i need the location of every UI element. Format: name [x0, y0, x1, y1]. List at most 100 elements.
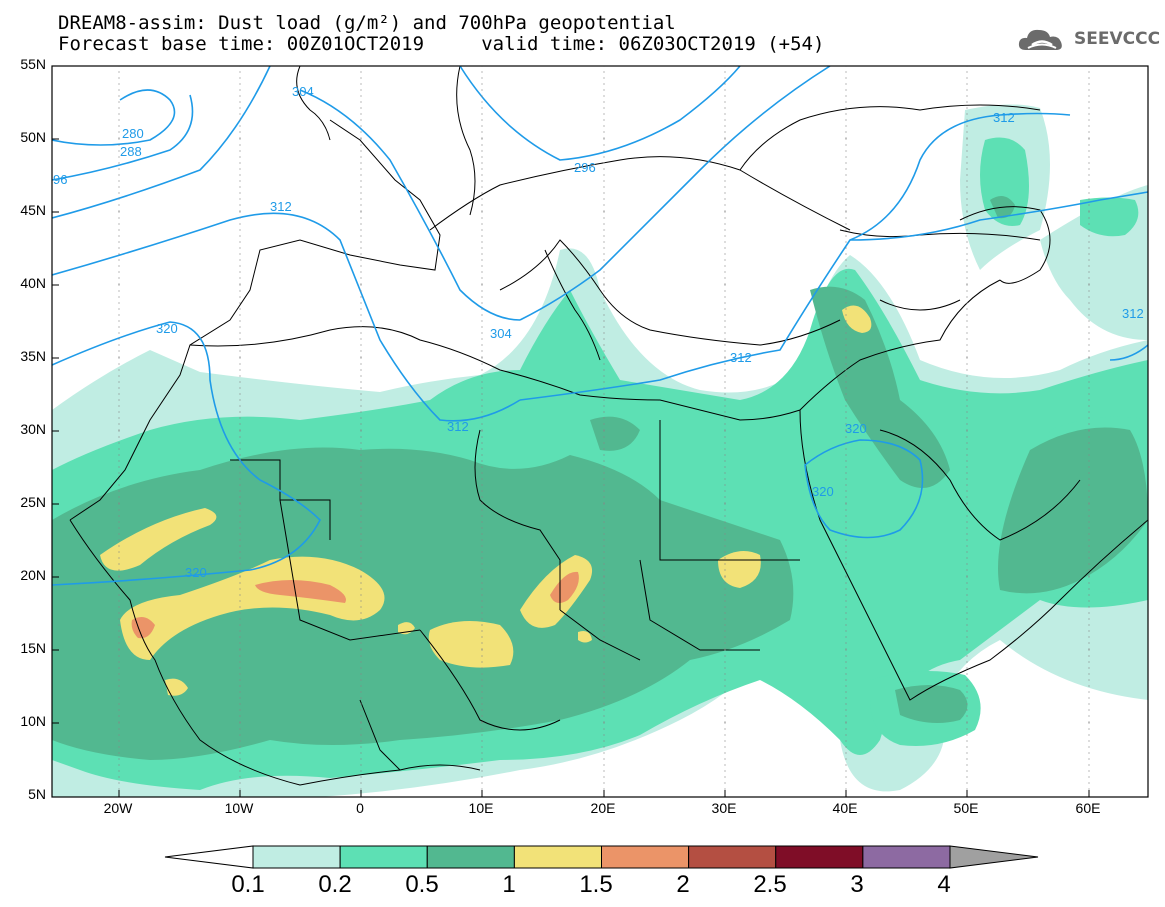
graticule-dot: [1088, 673, 1090, 675]
lat-label: 45N: [20, 202, 46, 218]
graticule-dot: [845, 357, 847, 359]
graticule-dot: [239, 642, 241, 644]
graticule-dot: [239, 722, 241, 724]
graticule-dot: [845, 764, 847, 766]
graticule-dot: [239, 125, 241, 127]
graticule-dot: [360, 649, 362, 651]
graticule-dot: [1088, 557, 1090, 559]
graticule-dot: [724, 393, 726, 395]
graticule-dot: [118, 138, 120, 140]
graticule-dot: [118, 429, 120, 431]
colorbar-swatch: [513, 845, 602, 869]
graticule-dot: [845, 740, 847, 742]
graticule-dot: [118, 326, 120, 328]
graticule-dot: [481, 782, 483, 784]
graticule-dot: [481, 217, 483, 219]
graticule-dot: [966, 612, 968, 614]
graticule-dot: [481, 606, 483, 608]
graticule-dot: [845, 405, 847, 407]
graticule-dot: [360, 241, 362, 243]
graticule-dot: [603, 375, 605, 377]
lon-label: 50E: [953, 800, 979, 816]
graticule-dot: [118, 746, 120, 748]
graticule-dot: [845, 296, 847, 298]
graticule-dot: [845, 198, 847, 200]
graticule-dot: [360, 162, 362, 164]
lat-label: 40N: [20, 275, 46, 291]
graticule-dot: [966, 332, 968, 334]
graticule-dot: [845, 582, 847, 584]
graticule-dot: [481, 758, 483, 760]
graticule-dot: [724, 417, 726, 419]
graticule-dot: [845, 721, 847, 723]
graticule-dot: [724, 217, 726, 219]
graticule-dot: [1088, 496, 1090, 498]
graticule-dot: [603, 186, 605, 188]
graticule-dot: [603, 478, 605, 480]
graticule-dot: [118, 320, 120, 322]
graticule-dot: [966, 241, 968, 243]
graticule-dot: [239, 131, 241, 133]
graticule-dot: [360, 600, 362, 602]
graticule-dot: [1088, 758, 1090, 760]
graticule-dot: [845, 217, 847, 219]
graticule-dot: [360, 576, 362, 578]
graticule-dot: [603, 606, 605, 608]
graticule-dot: [118, 630, 120, 632]
graticule-dot: [239, 661, 241, 663]
graticule-dot: [239, 691, 241, 693]
graticule-dot: [360, 429, 362, 431]
graticule-dot: [239, 71, 241, 73]
graticule-dot: [845, 338, 847, 340]
graticule-dot: [118, 636, 120, 638]
graticule-dot: [481, 417, 483, 419]
graticule-dot: [845, 332, 847, 334]
graticule-dot: [966, 356, 968, 358]
graticule-dot: [724, 174, 726, 176]
graticule-dot: [1088, 484, 1090, 486]
graticule-dot: [724, 259, 726, 261]
graticule-dot: [603, 265, 605, 267]
graticule-dot: [966, 417, 968, 419]
graticule-dot: [603, 502, 605, 504]
graticule-dot: [845, 113, 847, 115]
graticule-dot: [845, 283, 847, 285]
graticule-dot: [845, 247, 847, 249]
graticule-dot: [603, 740, 605, 742]
graticule-dot: [724, 210, 726, 212]
graticule-dot: [118, 728, 120, 730]
graticule-dot: [239, 411, 241, 413]
graticule-dot: [724, 636, 726, 638]
graticule-dot: [239, 217, 241, 219]
graticule-dot: [966, 107, 968, 109]
graticule-dot: [724, 283, 726, 285]
graticule-dot: [118, 302, 120, 304]
graticule-dot: [360, 618, 362, 620]
graticule-dot: [966, 235, 968, 237]
lat-label: 10N: [20, 713, 46, 729]
geopotential-contours: [52, 66, 1148, 586]
graticule-dot: [118, 186, 120, 188]
graticule-dot: [724, 137, 726, 139]
graticule-dot: [845, 411, 847, 413]
graticule-dot: [239, 576, 241, 578]
graticule-dot: [360, 344, 362, 346]
graticule-dot: [239, 350, 241, 352]
graticule-dot: [1088, 502, 1090, 504]
graticule-dot: [603, 271, 605, 273]
graticule-dot: [603, 788, 605, 790]
graticule-dot: [845, 588, 847, 590]
graticule-dot: [603, 217, 605, 219]
graticule-dot: [481, 545, 483, 547]
graticule-dot: [966, 375, 968, 377]
graticule-dot: [239, 107, 241, 109]
graticule-dot: [603, 472, 605, 474]
graticule-dot: [1088, 649, 1090, 651]
graticule-dot: [360, 569, 362, 571]
graticule-dot: [1088, 296, 1090, 298]
graticule-dot: [966, 502, 968, 504]
graticule-dot: [1088, 174, 1090, 176]
graticule-dot: [724, 356, 726, 358]
graticule-dot: [724, 691, 726, 693]
graticule-dot: [724, 290, 726, 292]
